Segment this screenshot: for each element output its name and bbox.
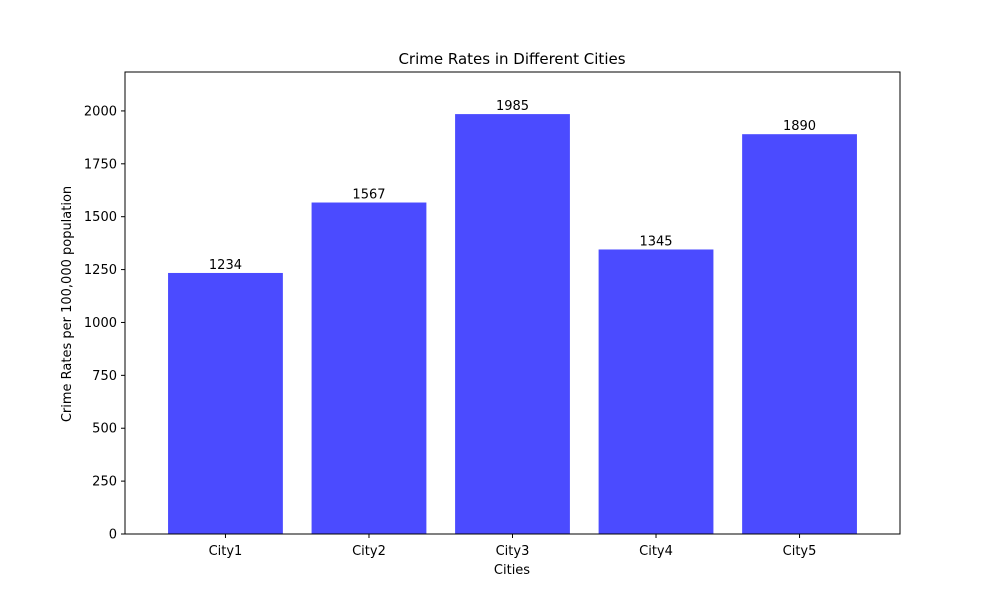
bar-city5 (742, 134, 857, 534)
bar-city2 (311, 202, 427, 534)
data-label-city3: 1985 (496, 99, 529, 114)
y-tick-label-1500: 1500 (84, 210, 117, 225)
data-label-city2: 1567 (352, 188, 385, 203)
bar-city4 (598, 249, 714, 534)
bar-city1 (168, 272, 283, 534)
x-axis-label: Cities (494, 563, 530, 578)
x-tick-label-city2: City2 (352, 544, 386, 559)
y-tick-label-250: 250 (92, 475, 117, 490)
x-tick-label-city3: City3 (496, 544, 530, 559)
y-axis-label: Crime Rates per 100,000 population (60, 186, 75, 422)
data-label-city1: 1234 (209, 258, 242, 273)
y-tick-label-500: 500 (92, 422, 117, 437)
y-tick-label-1000: 1000 (84, 316, 117, 331)
y-tick-label-1250: 1250 (84, 263, 117, 278)
x-tick-label-city4: City4 (639, 544, 673, 559)
chart-title: Crime Rates in Different Cities (398, 50, 625, 68)
bar-city3 (455, 114, 570, 534)
plot-area: 1234 1567 1985 1345 1890 City1 City2 City3 City4… (84, 99, 857, 559)
plot-frame (124, 71, 901, 535)
data-label-city4: 1345 (639, 234, 672, 249)
data-label-city5: 1890 (783, 119, 816, 134)
y-tick-label-2000: 2000 (84, 104, 117, 119)
y-tick-label-750: 750 (92, 369, 117, 384)
y-tick-label-1750: 1750 (84, 157, 117, 172)
y-tick-label-0: 0 (109, 528, 117, 543)
x-tick-label-city5: City5 (783, 544, 817, 559)
x-tick-label-city1: City1 (209, 544, 243, 559)
